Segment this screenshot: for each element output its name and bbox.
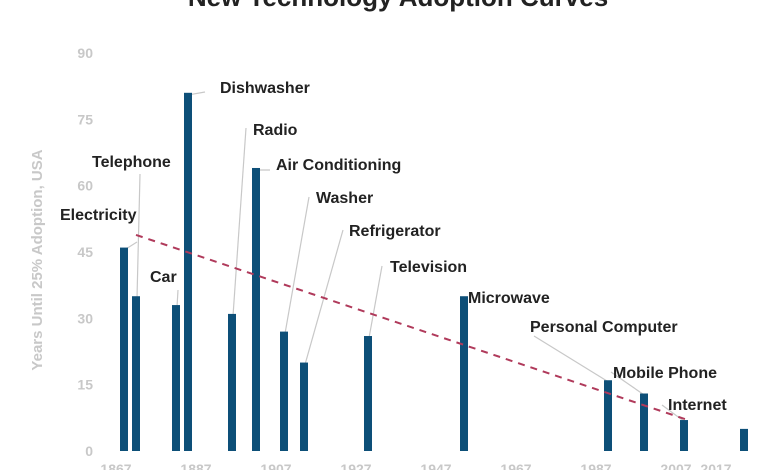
y-axis-ticks: 0 15 30 45 60 75 90: [77, 45, 93, 459]
x-tick-label: 1907: [260, 461, 291, 470]
x-tick-label: 1867: [100, 461, 131, 470]
y-tick-label: 90: [77, 45, 93, 61]
bar: [640, 393, 648, 451]
label-leader: [661, 404, 686, 423]
bar: [172, 305, 180, 451]
y-axis-label: Years Until 25% Adoption, USA: [29, 149, 46, 370]
label-leader: [284, 196, 310, 334]
data-label: Refrigerator: [349, 223, 441, 240]
data-label: Electricity: [60, 207, 137, 224]
bar: [252, 167, 260, 451]
data-label: Mobile Phone: [613, 365, 717, 382]
y-tick-label: 60: [77, 178, 93, 194]
x-tick-label: 1967: [500, 461, 531, 470]
label-leader: [232, 127, 247, 316]
label-leader: [368, 265, 383, 339]
x-tick-label: 1947: [420, 461, 451, 470]
bar: [184, 92, 192, 452]
bar: [280, 331, 288, 451]
data-labels: Electricity Telephone Car Dishwasher Radio Ai…: [60, 80, 727, 414]
label-leader: [610, 371, 646, 397]
bar: [120, 247, 128, 451]
trendline: [135, 233, 689, 421]
label-leader-lines: [124, 91, 686, 423]
y-tick-label: 75: [77, 111, 93, 127]
bar: [460, 296, 468, 451]
x-tick-label: 1887: [180, 461, 211, 470]
y-tick-label: 0: [85, 443, 93, 459]
x-tick-label: 1987: [580, 461, 611, 470]
data-label: Microwave: [468, 290, 550, 307]
data-label: Washer: [316, 190, 373, 207]
x-axis-ticks: 1867 1887 1907 1927 1947 1967 1987 2007 2017: [100, 461, 731, 470]
x-tick-label: 2007: [660, 461, 691, 470]
y-tick-label: 45: [77, 244, 93, 260]
bar: [300, 362, 308, 451]
x-tick-label: 1927: [340, 461, 371, 470]
label-leader: [533, 335, 610, 383]
x-tick-label: 2017: [700, 461, 731, 470]
data-label: Car: [150, 269, 177, 286]
y-tick-label: 30: [77, 310, 93, 326]
label-leader: [176, 289, 179, 308]
data-label: Telephone: [92, 154, 171, 171]
bar: [364, 336, 372, 451]
bar: [132, 296, 140, 451]
data-label: Television: [390, 259, 467, 276]
bar: [228, 313, 236, 451]
bar: [604, 380, 612, 451]
data-label: Air Conditioning: [276, 157, 401, 174]
trendline-group: [135, 233, 689, 421]
data-label: Internet: [668, 397, 727, 414]
data-label: Dishwasher: [220, 80, 310, 97]
chart-title: New Technology Adoption Curves: [188, 0, 608, 12]
data-label: Personal Computer: [530, 319, 678, 336]
data-label: Radio: [253, 122, 298, 139]
bar: [680, 420, 688, 451]
bars: [120, 92, 748, 452]
bar: [740, 428, 748, 451]
y-tick-label: 15: [77, 377, 93, 393]
